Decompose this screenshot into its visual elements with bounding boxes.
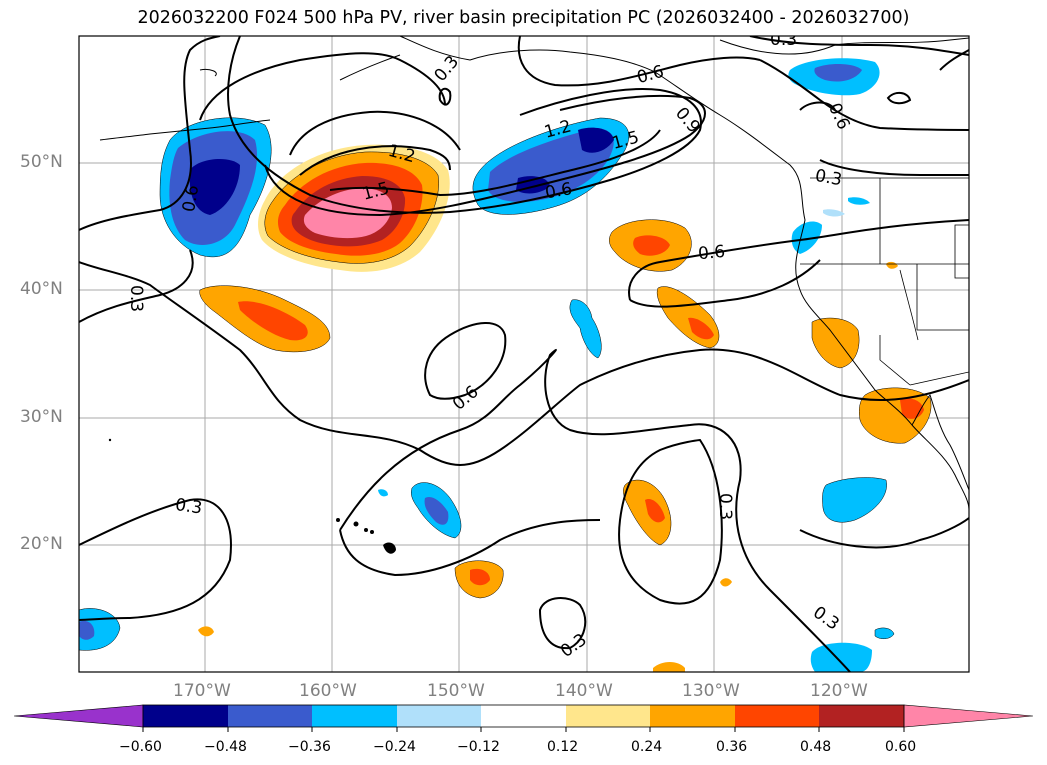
contour-label: 0.3 <box>770 30 797 50</box>
lon-label: 170°W <box>173 681 231 701</box>
colorbar-segment <box>143 705 228 727</box>
colorbar-extend-max <box>903 704 1034 728</box>
lon-label: 140°W <box>555 681 613 701</box>
colorbar-tick-label: −0.36 <box>288 739 331 755</box>
colorbar-segment <box>397 705 481 727</box>
map-panel: 0.3 0.3 0.3 0.3 0.3 0.3 0.3 0.3 0.6 0.6 … <box>79 30 969 672</box>
lon-label: 160°W <box>299 681 357 701</box>
contour-label: 0.3 <box>174 495 204 519</box>
lat-label: 40°N <box>20 279 63 299</box>
colorbar-segment <box>566 705 650 727</box>
colorbar-segment <box>650 705 735 727</box>
state-borders <box>800 177 969 386</box>
hawaii-islands <box>108 438 396 554</box>
pv-contours <box>79 36 969 672</box>
lon-label: 120°W <box>810 681 868 701</box>
lat-label: 20°N <box>20 534 63 554</box>
colorbar-segment <box>228 705 312 727</box>
contour-label: 0.6 <box>544 179 574 203</box>
colorbar-extend-min <box>13 704 144 728</box>
colorbar-tick-label: −0.24 <box>373 739 416 755</box>
colorbar-segment <box>735 705 819 727</box>
contour-label: 0.3 <box>715 493 735 520</box>
colorbar-tick-label: 0.36 <box>716 739 748 755</box>
contour-label: 0.6 <box>697 242 726 264</box>
contour-label: 0.3 <box>126 285 146 312</box>
lon-label: 150°W <box>427 681 485 701</box>
colorbar-segment <box>481 705 566 727</box>
map-title: 2026032200 F024 500 hPa PV, river basin … <box>137 8 910 28</box>
colorbar-tick-label: −0.48 <box>204 739 247 755</box>
contour-label: 0.3 <box>431 52 464 86</box>
lon-label: 130°W <box>682 681 740 701</box>
colorbar-segment <box>312 705 397 727</box>
contour-label: 0.3 <box>557 630 591 662</box>
colorbar-tick-label: −0.60 <box>119 739 162 755</box>
colorbar-tick-label: 0.60 <box>885 739 917 755</box>
contour-label: 0.6 <box>449 382 483 415</box>
colorbar <box>13 704 1034 732</box>
lat-label: 50°N <box>20 152 63 172</box>
colorbar-segment <box>819 705 904 727</box>
positive-precip-shading <box>198 144 932 672</box>
colorbar-tick-label: 0.48 <box>800 739 832 755</box>
colorbar-tick-label: 0.12 <box>547 739 579 755</box>
contour-label: 0.6 <box>179 184 203 214</box>
lat-label: 30°N <box>20 407 63 427</box>
colorbar-tick-label: −0.12 <box>457 739 500 755</box>
colorbar-tick-label: 0.24 <box>631 739 663 755</box>
contour-label: 0.3 <box>809 603 843 635</box>
map-frame <box>78 35 970 673</box>
contour-label: 0.3 <box>813 166 843 190</box>
